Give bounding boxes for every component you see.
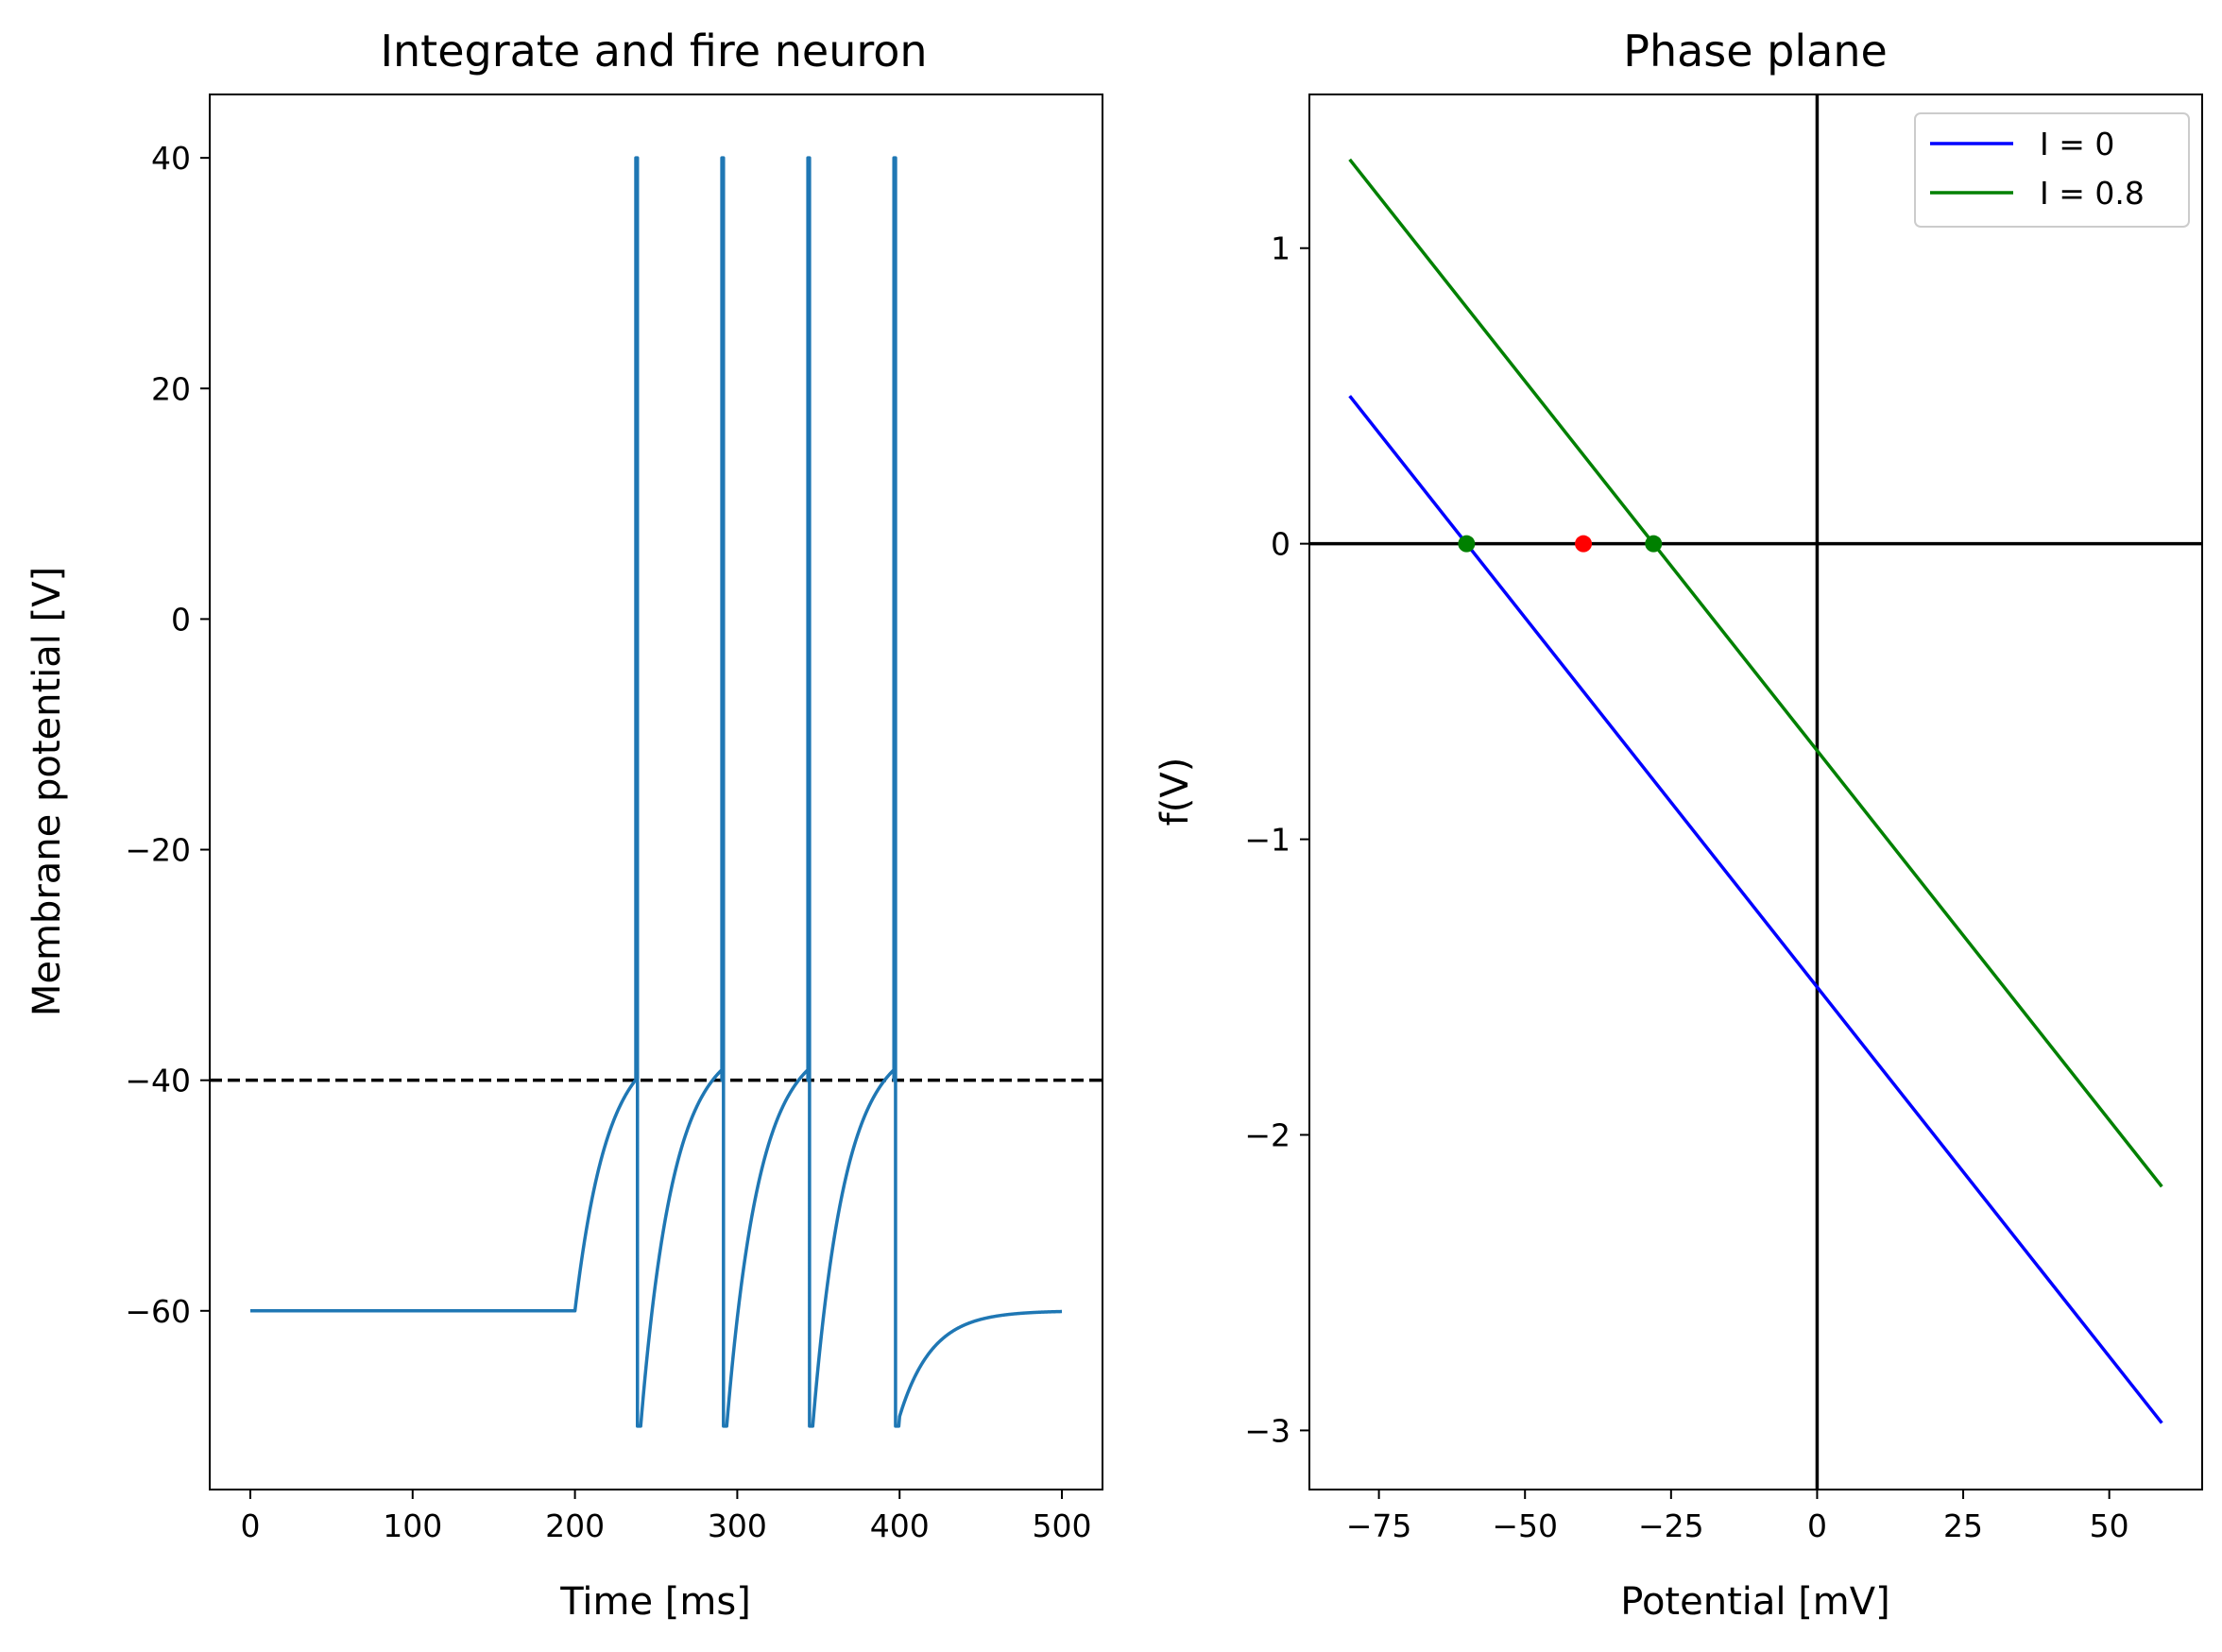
- phase-plane-y-axis-label: f(V): [1154, 758, 1197, 826]
- x-tick-label: 500: [1033, 1507, 1092, 1544]
- legend-label: I = 0.8: [2040, 175, 2145, 212]
- x-tick-label: 50: [2090, 1507, 2129, 1544]
- y-tick-label: 20: [151, 370, 191, 407]
- y-tick-label: −20: [125, 832, 191, 869]
- phase-plane-x-ticks: −75 −50 −25 0 25 50: [1346, 1490, 2129, 1544]
- phase-plane-plot-area: [1309, 94, 2202, 1490]
- y-tick-label: −1: [1244, 822, 1290, 859]
- x-tick-label: 0: [1807, 1507, 1827, 1544]
- x-tick-label: 400: [870, 1507, 930, 1544]
- series-line-0: [1348, 395, 2163, 1424]
- x-tick-label: 300: [708, 1507, 767, 1544]
- equilibrium-point-0: [1458, 535, 1476, 553]
- legend-frame: [1914, 112, 2190, 228]
- x-tick-label: 200: [545, 1507, 605, 1544]
- neuron-chart: Integrate and fire neuron 0 100 200 300 400 5…: [26, 26, 1103, 1624]
- x-tick-label: 25: [1943, 1507, 1983, 1544]
- x-tick-label: 100: [383, 1507, 442, 1544]
- x-tick-label: −25: [1638, 1507, 1704, 1544]
- legend: I = 0 I = 0.8: [1914, 112, 2190, 228]
- y-tick-label: 0: [1271, 526, 1290, 563]
- phase-plane-y-ticks: −3 −2 −1 0 1: [1244, 230, 1309, 1449]
- y-tick-label: 1: [1271, 230, 1290, 267]
- series-line-1: [1348, 158, 2163, 1188]
- y-tick-label: 40: [151, 140, 191, 177]
- neuron-y-ticks: −60 −40 −20 0 20 40: [125, 140, 210, 1330]
- y-tick-label: −40: [125, 1063, 191, 1099]
- x-tick-label: −75: [1346, 1507, 1412, 1544]
- y-tick-label: −3: [1244, 1412, 1290, 1449]
- phase-plane-chart: Phase plane −75 −50 −25 0 25 50 −3 −2 −1 0 1 Pote…: [1154, 26, 2203, 1624]
- x-tick-label: −50: [1492, 1507, 1558, 1544]
- neuron-axes-frame: [209, 94, 1103, 1490]
- neuron-x-axis-label: Time [ms]: [559, 1580, 751, 1624]
- neuron-plot-area: [210, 156, 1102, 1428]
- neuron-chart-title: Integrate and fire neuron: [380, 26, 927, 77]
- series-line-0: [248, 156, 1064, 1428]
- y-tick-label: −60: [125, 1293, 191, 1330]
- y-tick-label: 0: [171, 601, 191, 638]
- legend-label: I = 0: [2040, 126, 2114, 162]
- phase-plane-x-axis-label: Potential [mV]: [1620, 1580, 1890, 1624]
- equilibrium-point-1: [1575, 535, 1593, 553]
- y-tick-label: −2: [1244, 1116, 1290, 1153]
- neuron-y-axis-label: Membrane potential [V]: [26, 567, 69, 1016]
- neuron-x-ticks: 0 100 200 300 400 500: [240, 1490, 1092, 1544]
- phase-plane-axes-frame: [1308, 94, 2203, 1490]
- phase-plane-title: Phase plane: [1623, 26, 1888, 77]
- equilibrium-point-2: [1645, 535, 1663, 553]
- x-tick-label: 0: [240, 1507, 260, 1544]
